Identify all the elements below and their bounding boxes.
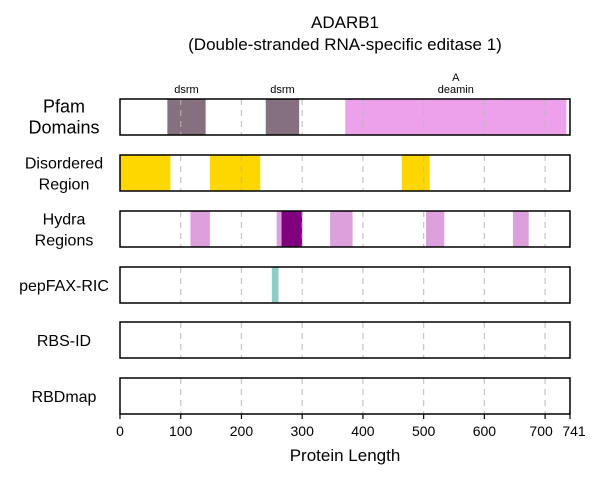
track-background [120,267,570,303]
track-background [120,155,570,191]
track-label: Region [39,177,90,194]
segment-bar [167,99,206,135]
track-frame [119,321,571,359]
x-tick-label: 700 [529,423,553,439]
track-1: Disordered Region [25,154,571,194]
track-label: Disordered [25,156,103,173]
segment-bar [190,211,210,247]
track-frame [119,154,571,192]
track-label: RBDmap [32,389,97,406]
x-axis-label: Protein Length [290,446,401,465]
track-label: Pfam [43,97,85,117]
segment-bar [512,211,529,247]
track-background [120,378,570,414]
segment-bar [276,211,282,247]
track-label: Regions [35,233,94,250]
track-frame [119,98,571,136]
track-3: pepFAX-RIC [19,266,571,304]
track-label: RBS-ID [37,333,91,350]
chart-title-line-2: (Double-stranded RNA-specific editase 1) [188,35,502,54]
segment-bar [271,267,279,303]
domain-label: A [452,72,460,84]
x-tick-label: 0 [116,423,124,439]
segment-bar [265,99,300,135]
track-4: RBS-ID [37,321,571,359]
track-label: Hydra [43,212,86,229]
segment-bar [281,211,303,247]
track-frame [119,210,571,248]
segment-bar [401,155,430,191]
domain-label: deamin [438,84,474,96]
track-background [120,322,570,358]
domain-label: dsrm [270,84,294,96]
track-frame [119,377,571,415]
segment-bar [345,99,567,135]
segment-bar [330,211,353,247]
x-tick-label: 500 [412,423,436,439]
domain-label: dsrm [174,84,198,96]
track-2: Hydra Regions [35,210,571,250]
x-axis: 0 100 200 300 400 500 600 700 741 [116,414,586,439]
track-label: Domains [28,118,99,138]
x-tick-label: 741 [562,423,586,439]
track-label: pepFAX-RIC [19,278,109,295]
x-tick-label: 400 [351,423,375,439]
segment-bar [209,155,261,191]
track-5: RBDmap [32,377,571,415]
track-frame [119,266,571,304]
chart-title-line-1: ADARB1 [311,13,379,32]
segment-bar [426,211,445,247]
x-tick-label: 600 [473,423,497,439]
x-tick-label: 300 [291,423,315,439]
x-tick-label: 100 [169,423,193,439]
segment-bar [120,155,171,191]
x-tick-label: 200 [230,423,254,439]
